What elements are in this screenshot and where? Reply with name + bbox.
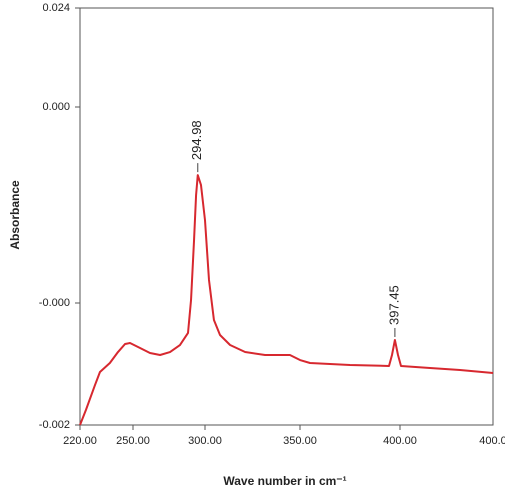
peak-label: 397.45 bbox=[386, 285, 401, 325]
y-tick-label: 0.024 bbox=[42, 2, 70, 14]
x-end-label: 400.0 bbox=[479, 435, 505, 447]
x-tick-label: 400.00 bbox=[383, 435, 417, 447]
peak-label: 294.98 bbox=[189, 120, 204, 160]
x-tick-label: 300.00 bbox=[188, 435, 222, 447]
plot-frame bbox=[79, 7, 494, 426]
x-tick-label: 250.00 bbox=[116, 435, 150, 447]
y-tick-label: -0.002 bbox=[39, 419, 70, 431]
x-tick-label: 220.00 bbox=[63, 435, 97, 447]
x-axis-label: Wave number in cm⁻¹ bbox=[223, 474, 346, 488]
spectrum-line bbox=[79, 174, 494, 426]
y-axis-label: Absorbance bbox=[8, 180, 22, 250]
y-tick-label: -0.000 bbox=[39, 297, 70, 309]
y-tick-label: 0.000 bbox=[42, 101, 70, 113]
x-tick-label: 350.00 bbox=[283, 435, 317, 447]
